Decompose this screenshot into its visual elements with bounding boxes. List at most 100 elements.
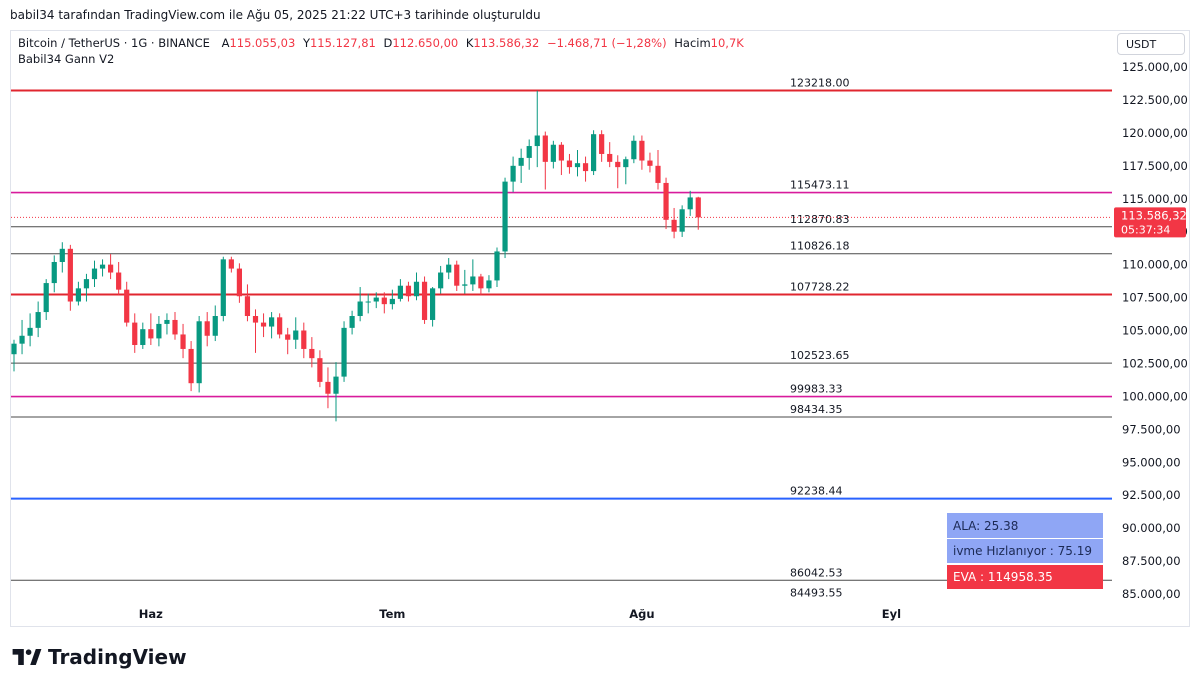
candle-body-27 xyxy=(228,259,234,269)
candle-body-84 xyxy=(687,197,693,210)
y-tick-label-15: 87.500,00 xyxy=(1122,554,1181,568)
candle-body-0 xyxy=(11,343,17,355)
ala-row: ALA: 25.38 xyxy=(947,513,1103,538)
y-tick-label-14: 90.000,00 xyxy=(1122,521,1181,535)
candle-body-2 xyxy=(27,327,33,336)
candle-body-80 xyxy=(655,165,661,183)
symbol-legend[interactable]: Bitcoin / TetherUS · 1G · BINANCE A115.0… xyxy=(18,36,744,50)
candle-body-30 xyxy=(252,316,259,323)
tradingview-logo[interactable]: TradingView xyxy=(12,645,187,669)
candle-body-82 xyxy=(671,219,677,232)
y-tick-label-12: 95.000,00 xyxy=(1122,455,1181,469)
candle-body-73 xyxy=(599,134,605,154)
candle-body-59 xyxy=(486,280,492,289)
candle-body-41 xyxy=(341,327,347,377)
indicator-name[interactable]: Babil34 Gann V2 xyxy=(18,52,115,66)
candle-body-12 xyxy=(108,264,114,273)
candle-body-68 xyxy=(558,144,564,161)
currency-button[interactable]: USDT xyxy=(1117,33,1185,55)
candle-body-20 xyxy=(172,319,178,335)
low-label: D xyxy=(383,36,393,50)
candle-body-61 xyxy=(502,181,508,252)
candle-body-25 xyxy=(212,316,218,336)
level-label-2: 112870.83 xyxy=(790,213,850,226)
y-tick-label-16: 85.000,00 xyxy=(1122,587,1181,601)
candle-body-50 xyxy=(413,281,420,297)
symbol-name[interactable]: Bitcoin / TetherUS · 1G · BINANCE xyxy=(18,36,210,50)
candle-body-37 xyxy=(309,348,315,359)
chart-caption: babil34 tarafından TradingView.com ile A… xyxy=(10,8,541,22)
candle-body-33 xyxy=(277,317,283,335)
candle-body-36 xyxy=(301,330,307,349)
y-tick-label-1: 122.500,00 xyxy=(1122,93,1188,107)
candle-body-39 xyxy=(325,381,331,394)
candle-body-75 xyxy=(615,161,621,168)
candle-body-26 xyxy=(220,259,226,317)
y-tick-label-6: 110.000,00 xyxy=(1122,258,1188,272)
candle-body-64 xyxy=(526,146,532,158)
candle-body-71 xyxy=(582,163,589,172)
ivme-row: ivme Hızlanıyor : 75.19 xyxy=(947,538,1103,563)
eva-row: EVA : 114958.35 xyxy=(947,564,1103,589)
candle-body-72 xyxy=(591,134,597,172)
candle-body-69 xyxy=(566,160,573,168)
candle-body-18 xyxy=(156,323,162,339)
level-label-10: 84493.55 xyxy=(790,587,843,600)
candle-body-19 xyxy=(164,319,170,324)
candle-body-35 xyxy=(293,330,299,340)
candle-body-44 xyxy=(365,301,371,303)
candle-body-31 xyxy=(260,322,267,327)
candle-body-81 xyxy=(663,182,669,220)
candle-body-79 xyxy=(647,160,653,166)
level-label-4: 107728.22 xyxy=(790,281,850,294)
candle-body-56 xyxy=(462,284,468,286)
candle-body-42 xyxy=(349,316,355,328)
candle-body-62 xyxy=(510,165,516,182)
candle-body-38 xyxy=(317,358,323,382)
candle-body-28 xyxy=(236,268,242,297)
candle-body-14 xyxy=(124,289,130,323)
brand-name: TradingView xyxy=(48,645,187,669)
candle-body-40 xyxy=(333,376,339,394)
y-tick-label-11: 97.500,00 xyxy=(1122,422,1181,436)
candle-body-6 xyxy=(59,248,65,262)
candle-body-83 xyxy=(679,209,685,232)
candle-body-55 xyxy=(454,264,460,286)
candle-body-74 xyxy=(607,153,613,162)
candle-body-29 xyxy=(244,296,251,317)
candle-body-85 xyxy=(695,197,701,218)
candle-body-4 xyxy=(43,283,49,313)
candle-body-58 xyxy=(478,276,484,289)
candle-body-65 xyxy=(534,135,540,147)
close-label: K xyxy=(465,36,474,50)
level-label-9: 86042.53 xyxy=(790,566,843,579)
candle-body-13 xyxy=(116,272,122,290)
open-label: A xyxy=(221,36,230,50)
candle-body-9 xyxy=(83,279,90,289)
candle-body-45 xyxy=(373,297,379,302)
y-tick-label-9: 102.500,00 xyxy=(1122,356,1188,370)
candle-body-67 xyxy=(550,144,556,162)
candle-body-16 xyxy=(140,329,146,345)
x-tick-label-0: Haz xyxy=(139,607,163,621)
change-value: −1.468,71 (−1,28%) xyxy=(546,36,667,50)
level-label-7: 98434.35 xyxy=(790,403,843,416)
candle-body-10 xyxy=(91,268,98,280)
x-tick-label-3: Eyl xyxy=(882,607,901,621)
candle-body-43 xyxy=(357,301,363,317)
candle-body-15 xyxy=(132,322,138,345)
y-tick-label-13: 92.500,00 xyxy=(1122,488,1181,502)
price-tag-countdown: 05:37:34 xyxy=(1121,223,1170,236)
candle-body-17 xyxy=(148,329,154,339)
candle-body-8 xyxy=(75,288,81,302)
candle-body-1 xyxy=(19,335,25,344)
y-tick-label-7: 107.500,00 xyxy=(1122,291,1188,305)
candle-body-63 xyxy=(518,157,524,166)
candle-body-70 xyxy=(574,163,581,168)
candle-body-3 xyxy=(35,312,41,328)
candle-body-32 xyxy=(269,317,275,327)
level-label-1: 115473.11 xyxy=(790,179,850,192)
candle-body-76 xyxy=(623,159,629,168)
low-value: 112.650,00 xyxy=(392,36,459,50)
